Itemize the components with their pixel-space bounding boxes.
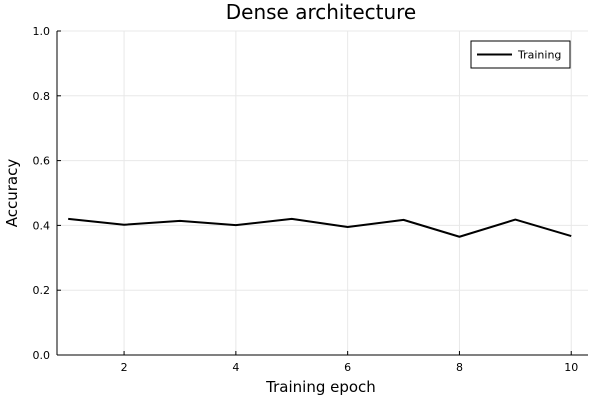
y-tick-label-1: 0.2	[33, 284, 51, 297]
y-axis-label: Accuracy	[3, 159, 21, 228]
y-axis-ticks: 0.0 0.2 0.4 0.6 0.8 1.0	[33, 25, 61, 362]
axes	[56, 31, 588, 356]
chart-title: Dense architecture	[226, 0, 416, 24]
grid	[57, 30, 588, 356]
y-tick-label-0: 0.0	[33, 349, 51, 362]
legend-label-training: Training	[517, 49, 561, 62]
legend: Training	[470, 40, 571, 69]
x-tick-label-2: 6	[344, 361, 351, 374]
y-tick-label-5: 1.0	[33, 25, 51, 38]
x-tick-label-4: 10	[564, 361, 578, 374]
x-tick-label-0: 2	[121, 361, 128, 374]
y-tick-label-2: 0.4	[33, 219, 51, 232]
series-layer	[68, 217, 572, 238]
x-axis-label: Training epoch	[265, 378, 376, 396]
y-tick-label-3: 0.6	[33, 155, 51, 168]
series-line-training	[68, 217, 572, 238]
x-tick-label-3: 8	[456, 361, 463, 374]
x-axis-ticks: 2 4 6 8 10	[121, 351, 578, 374]
x-tick-label-1: 4	[232, 361, 239, 374]
y-tick-label-4: 0.8	[33, 90, 51, 103]
